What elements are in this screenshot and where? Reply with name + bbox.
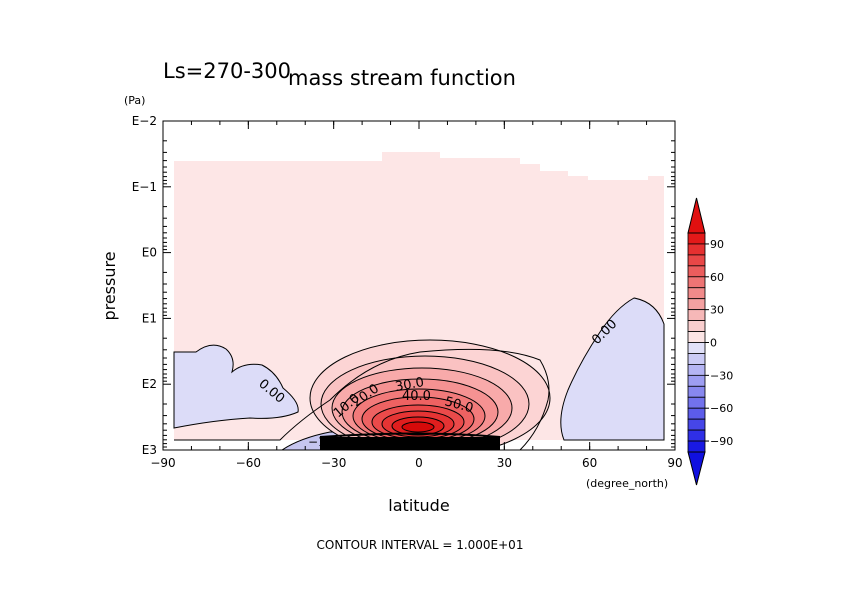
colorbar-label: 90 — [710, 238, 724, 251]
colorbar-label: 30 — [710, 304, 724, 317]
colorbar-box — [687, 331, 706, 343]
colorbar-box — [687, 265, 706, 278]
colorbar-label: −60 — [710, 402, 733, 415]
x-axis-label: latitude — [388, 496, 449, 515]
x-tick-label: 30 — [497, 456, 512, 470]
colorbar-boxes — [687, 232, 706, 453]
colorbar: 90 60 30 0 −30 −60 −90 — [687, 197, 733, 486]
zero-contour — [174, 348, 550, 450]
x-tick-label: −60 — [236, 456, 261, 470]
colorbar-box — [687, 276, 706, 289]
colorbar-label: −90 — [710, 435, 733, 448]
shade-positive-0-10 — [174, 152, 664, 440]
y-tick-label: E1 — [142, 311, 157, 325]
x-tick-labels: −90 −60 −30 0 30 60 90 — [150, 456, 682, 470]
contour-100 — [401, 421, 435, 433]
colorbar-box — [687, 374, 706, 387]
x-tick-label: −30 — [321, 456, 346, 470]
colorbar-box — [687, 385, 706, 398]
colorbar-box — [687, 440, 706, 453]
colorbar-label: 60 — [710, 271, 724, 284]
colorbar-box — [687, 342, 706, 354]
y-axis-label: pressure — [100, 251, 119, 320]
chart-title-left: Ls=270-300 — [163, 59, 291, 83]
colorbar-bottom-extension — [687, 451, 706, 486]
colorbar-box — [687, 353, 706, 365]
x-tick-label: 60 — [582, 456, 597, 470]
colorbar-box — [687, 309, 706, 321]
x-tick-label: −90 — [150, 456, 175, 470]
y-tick-label: E0 — [142, 246, 157, 260]
colorbar-box — [687, 254, 706, 267]
tick-marks — [162, 120, 676, 451]
colorbar-box — [687, 363, 706, 376]
contour-fill-layer — [173, 152, 665, 450]
y-tick-label: E3 — [142, 443, 157, 457]
x-tick-label: 0 — [415, 456, 423, 470]
y-tick-label: E2 — [142, 377, 157, 391]
colorbar-box — [687, 418, 706, 431]
x-tick-label: 90 — [667, 456, 682, 470]
dense-surface-contours — [320, 437, 500, 450]
y-tick-labels: E−2 E−1 E0 E1 E2 E3 — [132, 114, 157, 457]
colorbar-label: 0 — [710, 337, 717, 350]
colorbar-label: −30 — [710, 369, 733, 382]
colorbar-box — [687, 429, 706, 442]
colorbar-box — [687, 320, 706, 332]
contour-label-40: 40.0 — [402, 389, 431, 404]
colorbar-box — [687, 243, 706, 256]
colorbar-box — [687, 232, 706, 245]
colorbar-box — [687, 407, 706, 420]
y-tick-label: E−1 — [132, 180, 157, 194]
colorbar-box — [687, 298, 706, 311]
shade-northern-negative — [560, 297, 665, 441]
colorbar-labels: 90 60 30 0 −30 −60 −90 — [705, 238, 733, 448]
y-tick-label: E−2 — [132, 114, 157, 128]
contour-interval-note: CONTOUR INTERVAL = 1.000E+01 — [317, 538, 524, 552]
colorbar-top-extension — [687, 197, 706, 234]
colorbar-box — [687, 287, 706, 300]
y-unit-label: (Pa) — [124, 94, 145, 107]
shade-southern-negative — [173, 344, 299, 429]
contour-label-30: 30.0 — [394, 375, 425, 395]
chart-title: mass stream function — [288, 66, 516, 90]
colorbar-box — [687, 396, 706, 409]
x-unit-label: (degree_north) — [586, 477, 668, 490]
contour-label-50: 50.0 — [443, 394, 475, 416]
contour-label-neg10: −10.0 — [308, 435, 345, 449]
